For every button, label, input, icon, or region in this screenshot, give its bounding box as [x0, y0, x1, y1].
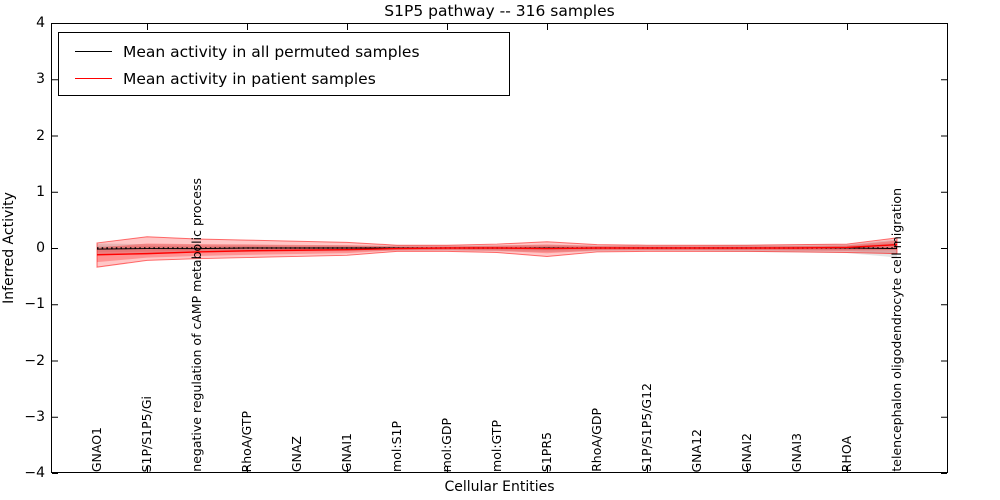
legend: Mean activity in all permuted samples Me…	[58, 32, 510, 96]
patient-band	[96, 236, 898, 268]
x-axis-label: Cellular Entities	[444, 479, 555, 495]
axes-frame	[51, 23, 948, 473]
x-tick-label: S1P/S1P5/Gi	[139, 395, 154, 472]
x-tick-label: GNAO1	[89, 426, 104, 472]
y-tick-label: 0	[36, 240, 45, 256]
y-tick-label: 2	[36, 127, 45, 144]
legend-line-patient-icon	[75, 78, 112, 79]
patient-band-inner	[97, 240, 897, 263]
patient-mean-line	[96, 243, 898, 256]
y-tick-label: 4	[36, 15, 45, 31]
legend-label-patient: Mean activity in patient samples	[123, 69, 376, 88]
y-tick-label: 3	[36, 71, 45, 88]
y-tick-label: −4	[24, 465, 45, 481]
legend-line-permuted-icon	[75, 51, 112, 52]
x-tick-label: telencephalon oligodendrocyte cell migra…	[889, 188, 904, 472]
legend-item-permuted: Mean activity in all permuted samples	[75, 38, 509, 65]
x-tick-label: GNA12	[689, 428, 704, 473]
y-tick-label: 1	[36, 183, 45, 200]
y-tick-label: −1	[24, 296, 45, 313]
x-tick-label: mol:S1P	[389, 421, 404, 472]
x-tick-label: negative regulation of cAMP metabolic pr…	[189, 178, 204, 472]
x-tick-label: GNAI1	[339, 432, 354, 472]
x-tick-label: RhoA/GTP	[239, 410, 254, 472]
x-tick-label: GNAI2	[739, 432, 754, 472]
legend-item-patient: Mean activity in patient samples	[75, 65, 509, 92]
y-tick-label: −3	[24, 408, 45, 425]
x-tick-label: S1P/S1P5/G12	[639, 383, 654, 472]
legend-label-permuted: Mean activity in all permuted samples	[123, 42, 420, 61]
x-tick-label: RhoA/GDP	[589, 408, 604, 472]
x-tick-label: mol:GTP	[489, 420, 504, 472]
chart-title: S1P5 pathway -- 316 samples	[384, 2, 615, 20]
x-tick-label: GNAI3	[789, 432, 804, 472]
y-tick-label: −2	[24, 352, 45, 369]
x-tick-label: RHOA	[839, 435, 854, 472]
x-tick-label: GNAZ	[289, 435, 304, 472]
x-tick-label: S1PR5	[539, 431, 554, 472]
x-tick-label: mol:GDP	[439, 417, 454, 472]
